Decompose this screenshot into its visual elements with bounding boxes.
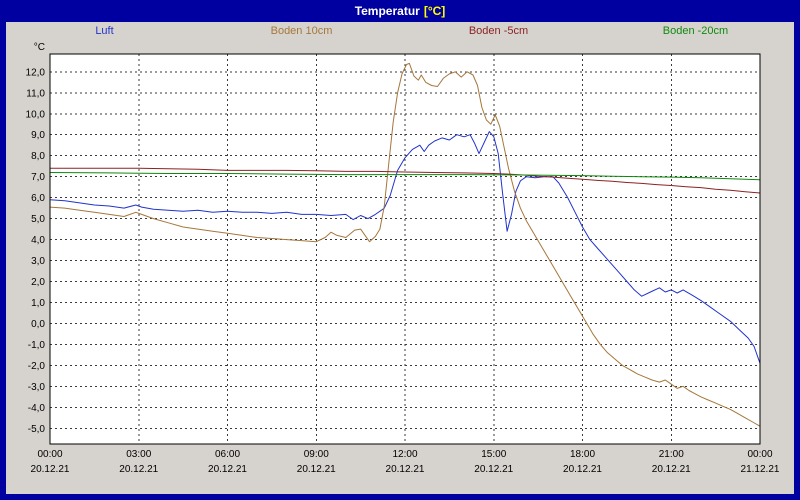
legend-item-boden-10cm: Boden 10cm xyxy=(270,25,333,37)
temperature-chart: 12,0 11,0 10,0 9,0 8,0 7,0 6,0 5,0 4,0 3,0 2,0 1,0 0… xyxy=(26,42,780,475)
svg-text:8,0: 8,0 xyxy=(31,151,45,162)
svg-text:20.12.21: 20.12.21 xyxy=(119,464,158,475)
svg-text:12,0: 12,0 xyxy=(26,67,46,78)
svg-text:20.12.21: 20.12.21 xyxy=(31,464,70,475)
svg-text:6,0: 6,0 xyxy=(31,193,45,204)
svg-text:11,0: 11,0 xyxy=(26,88,45,99)
page-title: Temperatur xyxy=(354,4,420,18)
title-unit-label: [°C] xyxy=(423,4,446,18)
svg-text:20.12.21: 20.12.21 xyxy=(474,464,513,475)
svg-text:00:00: 00:00 xyxy=(747,449,772,460)
svg-text:09:00: 09:00 xyxy=(304,449,329,460)
svg-text:1,0: 1,0 xyxy=(31,298,45,309)
svg-text:°C: °C xyxy=(34,42,45,53)
svg-text:21.12.21: 21.12.21 xyxy=(741,464,780,475)
svg-text:00:00: 00:00 xyxy=(37,449,62,460)
svg-text:-2,0: -2,0 xyxy=(28,361,46,372)
svg-text:20.12.21: 20.12.21 xyxy=(652,464,691,475)
series-line-luft xyxy=(49,131,761,364)
svg-text:7,0: 7,0 xyxy=(31,172,45,183)
series-line-boden-10cm xyxy=(49,62,761,427)
svg-text:20.12.21: 20.12.21 xyxy=(563,464,602,475)
svg-text:-4,0: -4,0 xyxy=(28,403,46,414)
svg-text:20.12.21: 20.12.21 xyxy=(297,464,336,475)
svg-text:10,0: 10,0 xyxy=(26,109,46,120)
svg-text:21:00: 21:00 xyxy=(659,449,684,460)
svg-text:03:00: 03:00 xyxy=(126,449,151,460)
svg-text:3,0: 3,0 xyxy=(31,256,45,267)
svg-text:-1,0: -1,0 xyxy=(28,340,46,351)
svg-text:2,0: 2,0 xyxy=(31,277,45,288)
svg-text:-5,0: -5,0 xyxy=(28,424,46,435)
svg-text:12:00: 12:00 xyxy=(392,449,417,460)
svg-text:15:00: 15:00 xyxy=(481,449,506,460)
svg-text:18:00: 18:00 xyxy=(570,449,595,460)
svg-text:9,0: 9,0 xyxy=(31,130,45,141)
svg-text:20.12.21: 20.12.21 xyxy=(386,464,425,475)
legend-item-luft: Luft xyxy=(95,25,114,37)
legend-item-boden-minus5cm: Boden -5cm xyxy=(468,25,529,37)
svg-text:-3,0: -3,0 xyxy=(28,382,46,393)
series-line-boden-20cm xyxy=(49,172,761,181)
svg-text:4,0: 4,0 xyxy=(31,235,45,246)
title-bar: Temperatur [°C] xyxy=(6,0,794,22)
legend-item-boden-minus20cm: Boden -20cm xyxy=(662,25,729,37)
legend: Luft Boden 10cm Boden -5cm Boden -20cm xyxy=(6,22,794,40)
svg-text:20.12.21: 20.12.21 xyxy=(208,464,247,475)
svg-text:5,0: 5,0 xyxy=(31,214,45,225)
chart-area: 12,0 11,0 10,0 9,0 8,0 7,0 6,0 5,0 4,0 3,0 2,0 1,0 0… xyxy=(6,40,794,494)
svg-text:06:00: 06:00 xyxy=(215,449,240,460)
svg-text:0,0: 0,0 xyxy=(31,319,45,330)
